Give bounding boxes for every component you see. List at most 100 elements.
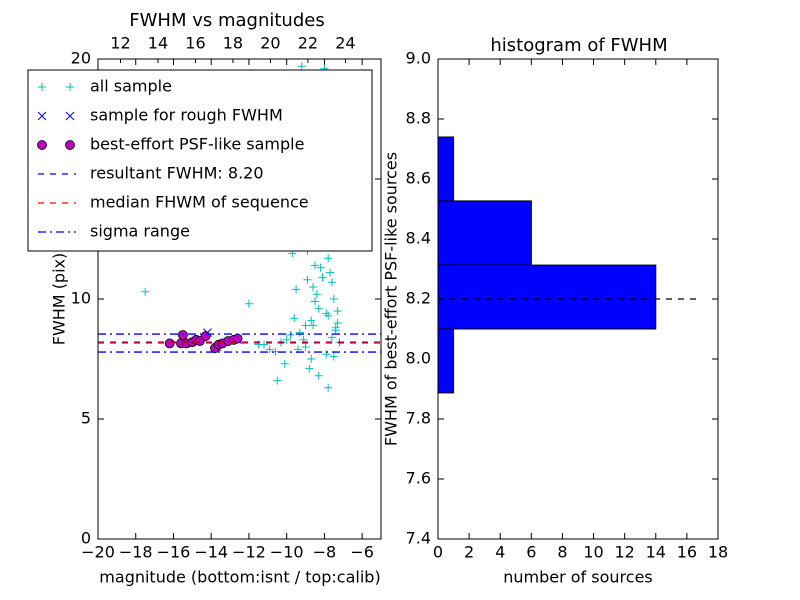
- point: [322, 309, 331, 318]
- legend-label: resultant FWHM: 8.20: [90, 164, 264, 183]
- point: [324, 254, 333, 263]
- x2-tick-label: 14: [148, 34, 168, 53]
- point: [326, 268, 335, 277]
- y-tick-label: 8.2: [406, 289, 431, 308]
- x-tick-label: −18: [119, 543, 153, 562]
- x-axis-label: magnitude (bottom:isnt / top:calib): [99, 568, 380, 587]
- point: [286, 331, 295, 339]
- point: [333, 319, 342, 327]
- point: [329, 352, 338, 361]
- point: [265, 345, 274, 354]
- point: [295, 328, 304, 337]
- legend-label: sigma range: [90, 222, 190, 241]
- y-tick-label: 10: [71, 289, 91, 308]
- point: [329, 295, 338, 303]
- x-tick-label: 0: [433, 543, 443, 562]
- legend-label: best-effort PSF-like sample: [90, 135, 304, 154]
- point: [301, 321, 310, 330]
- x2-tick-label: 12: [110, 34, 130, 53]
- y-tick-label: 8.0: [406, 349, 431, 368]
- x-tick-label: 4: [495, 543, 505, 562]
- bar: [437, 328, 455, 394]
- x-tick-label: 8: [557, 543, 567, 562]
- point: [331, 323, 340, 332]
- point: [282, 335, 291, 344]
- point: [310, 261, 319, 270]
- bar: [437, 136, 455, 202]
- point: [305, 364, 314, 373]
- x-tick-label: −14: [194, 543, 228, 562]
- x-tick-label: 18: [708, 543, 728, 562]
- point: [310, 297, 319, 306]
- point: [318, 273, 327, 282]
- y-tick-label: 8.4: [406, 229, 431, 248]
- axes-frame: [97, 58, 382, 540]
- legend-label: sample for rough FWHM: [90, 106, 283, 125]
- legend: [27, 69, 373, 252]
- legend-label: median FHWM of sequence: [90, 193, 309, 212]
- y-tick-label: 20: [71, 49, 91, 68]
- bar: [437, 200, 532, 266]
- chart-title: histogram of FWHM: [490, 35, 667, 56]
- point: [333, 307, 342, 315]
- x-tick-label: −8: [313, 543, 337, 562]
- y-tick-label: 7.6: [406, 469, 431, 488]
- legend-label: all sample: [90, 77, 172, 96]
- x-tick-label: 12: [614, 543, 634, 562]
- x-tick-label: −20: [81, 543, 115, 562]
- point: [312, 290, 321, 299]
- chart-title: FWHM vs magnitudes: [129, 10, 324, 31]
- legend-marker: [37, 111, 47, 121]
- x2-tick-label: 20: [260, 34, 280, 53]
- point: [141, 287, 150, 296]
- x-tick-label: 2: [464, 543, 474, 562]
- y-tick-label: 8.8: [406, 109, 431, 128]
- x2-tick-label: 16: [185, 34, 205, 53]
- x-tick-label: −10: [270, 543, 304, 562]
- point: [307, 355, 316, 363]
- legend-marker: [66, 83, 74, 91]
- point: [290, 314, 299, 323]
- y-axis-label: FWHM of best-effort PSF-like sources: [382, 152, 401, 446]
- point: [314, 371, 323, 380]
- axes-frame: [437, 58, 719, 540]
- point: [297, 62, 306, 71]
- x-tick-label: −16: [157, 543, 191, 562]
- point: [280, 359, 289, 368]
- x2-tick-label: 18: [223, 34, 243, 53]
- x-tick-label: 10: [583, 543, 603, 562]
- point: [307, 316, 316, 325]
- y-axis-label: FWHM (pix): [50, 253, 69, 346]
- y-tick-label: 9.0: [406, 49, 431, 68]
- point: [324, 383, 333, 392]
- x2-tick-label: 24: [335, 34, 355, 53]
- bar: [437, 264, 657, 330]
- legend-marker: [37, 140, 47, 150]
- x-axis-label: number of sources: [503, 568, 653, 587]
- point: [177, 330, 188, 340]
- point: [301, 343, 310, 351]
- point: [327, 278, 336, 287]
- x-tick-label: −6: [350, 543, 374, 562]
- point: [244, 299, 253, 308]
- point: [309, 321, 318, 330]
- point: [273, 376, 282, 385]
- point: [309, 283, 318, 291]
- y-tick-label: 5: [81, 409, 91, 428]
- x-tick-label: 6: [526, 543, 536, 562]
- y-tick-label: 8.6: [406, 169, 431, 188]
- point: [303, 275, 312, 284]
- point: [316, 263, 325, 272]
- x-tick-label: 14: [646, 543, 666, 562]
- x-tick-label: 16: [677, 543, 697, 562]
- y-tick-label: 0: [81, 529, 91, 548]
- point: [292, 285, 301, 294]
- x-tick-label: −12: [232, 543, 266, 562]
- point: [327, 333, 336, 342]
- legend-marker: [38, 83, 46, 91]
- legend-marker: [65, 111, 75, 121]
- legend-marker: [65, 140, 75, 150]
- point: [200, 331, 211, 342]
- point: [314, 304, 323, 313]
